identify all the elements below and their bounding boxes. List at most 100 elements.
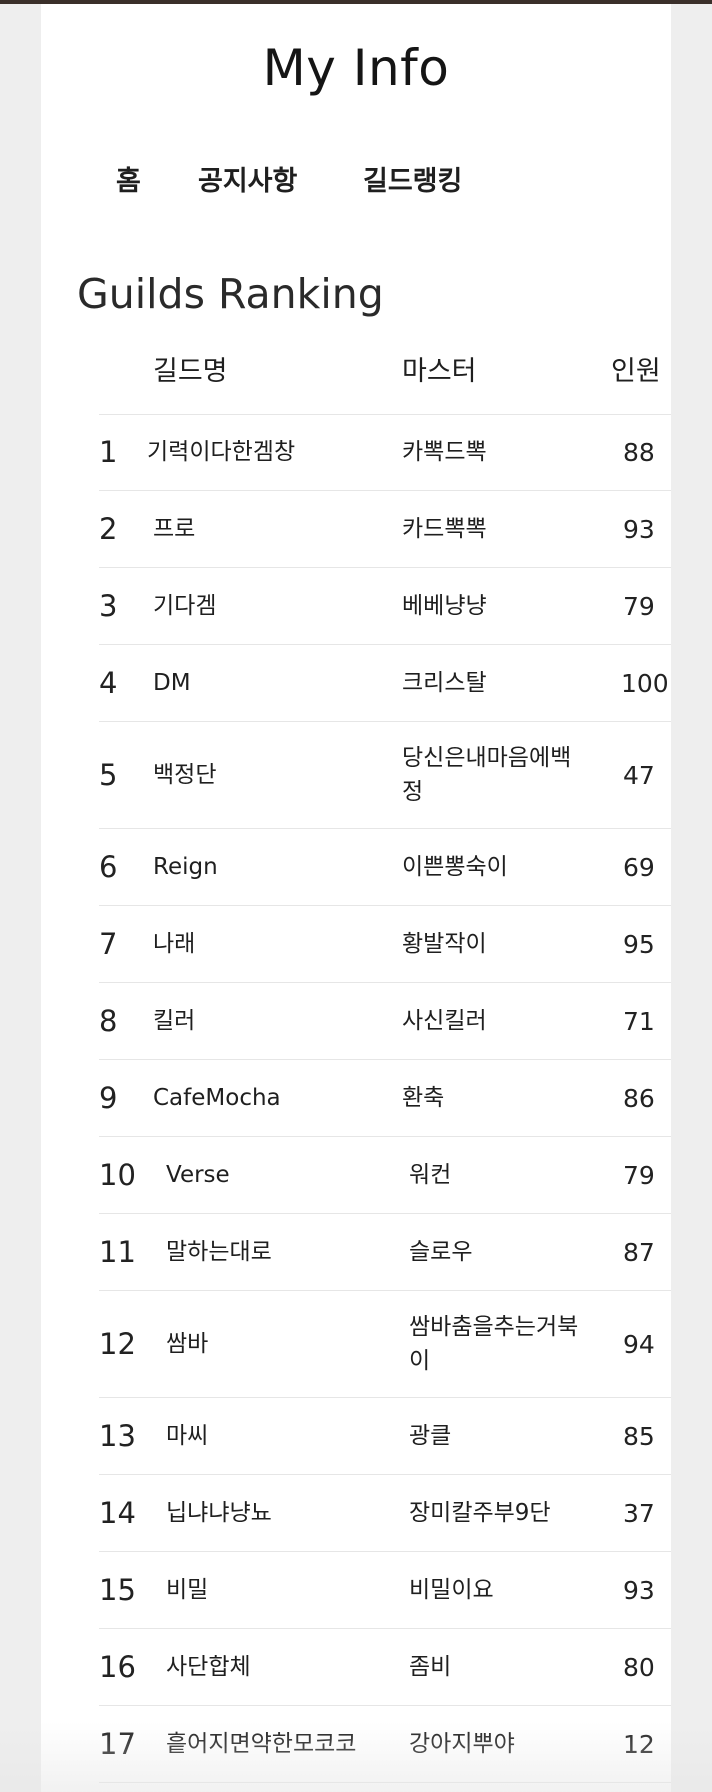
master-name: 좀비 xyxy=(409,1629,451,1705)
master-name-text: 당신은내마음에백정 xyxy=(402,745,572,805)
rank-number: 9 xyxy=(99,1081,118,1115)
header-divider xyxy=(99,414,671,415)
guild-name[interactable]: Reign xyxy=(153,854,218,880)
rank-number: 7 xyxy=(99,927,118,961)
member-count: 79 xyxy=(623,591,655,621)
member-count: 93 xyxy=(623,1575,655,1605)
member-count: 80 xyxy=(623,1652,655,1682)
guild-name[interactable]: 기력이다한겜창 xyxy=(147,439,296,465)
table-row[interactable]: 1 기력이다한겜창 카뽁드뽁 88 xyxy=(99,414,671,491)
table-row[interactable]: 12 쌈바 쌈바춤을추는거북이 94 xyxy=(99,1291,671,1398)
master-name-text: 사신킬러 xyxy=(402,1008,487,1034)
master-name: 사신킬러 xyxy=(402,983,487,1059)
guild-name[interactable]: 킬러 xyxy=(153,1008,196,1034)
master-name-text: 광클 xyxy=(409,1423,452,1449)
master-name: 베베냥냥 xyxy=(402,568,487,644)
table-row[interactable]: 3 기다겜 베베냥냥 79 xyxy=(99,568,671,645)
master-name: 카뽁드뽁 xyxy=(402,414,487,490)
master-name-text: 이쁜뽕숙이 xyxy=(402,854,508,880)
guild-name[interactable]: 흩어지면약한모코코 xyxy=(166,1731,357,1757)
master-name: 광클 xyxy=(409,1398,451,1474)
master-name-text: 황발작이 xyxy=(402,931,487,957)
site-title[interactable]: My Info xyxy=(262,39,450,97)
guild-name[interactable]: 나래 xyxy=(153,931,196,957)
master-name: 황발작이 xyxy=(402,906,487,982)
master-name-text: 워컨 xyxy=(409,1162,452,1188)
rank-number: 11 xyxy=(99,1235,136,1269)
guild-name[interactable]: Verse xyxy=(166,1162,230,1188)
column-header-guild: 길드명 xyxy=(153,356,228,387)
table-row[interactable]: 4 DM 크리스탈 100 xyxy=(99,645,671,722)
rank-number: 16 xyxy=(99,1650,136,1684)
master-name-text: 슬로우 xyxy=(409,1239,473,1265)
master-name: 워컨 xyxy=(409,1137,451,1213)
member-count: 12 xyxy=(623,1729,655,1759)
guild-name[interactable]: DM xyxy=(153,670,191,696)
member-count: 94 xyxy=(623,1329,655,1359)
master-name: 카드뽁뽁 xyxy=(402,491,487,567)
ranking-table-body: 1 기력이다한겜창 카뽁드뽁 88 2 프로 카드뽁뽁 93 3 기다겜 베베냥냥 79 4 DM 크리스탈… xyxy=(99,414,671,1783)
master-name: 장미칼주부9단 xyxy=(409,1475,551,1551)
guild-name[interactable]: 프로 xyxy=(153,516,196,542)
table-row[interactable]: 9 CafeMocha 환축 86 xyxy=(99,1060,671,1137)
table-row[interactable]: 10 Verse 워컨 79 xyxy=(99,1137,671,1214)
rank-number: 5 xyxy=(99,758,118,792)
master-name: 크리스탈 xyxy=(402,645,487,721)
member-count: 85 xyxy=(623,1421,655,1451)
table-row[interactable]: 8 킬러 사신킬러 71 xyxy=(99,983,671,1060)
nav-item-guild-ranking[interactable]: 길드랭킹 xyxy=(363,166,463,197)
table-row[interactable]: 17 흩어지면약한모코코 강아지뿌야 12 xyxy=(99,1706,671,1783)
guild-name[interactable]: 기다겜 xyxy=(153,593,217,619)
table-row[interactable]: 13 마씨 광클 85 xyxy=(99,1398,671,1475)
member-count: 95 xyxy=(623,929,655,959)
column-header-members: 인원 xyxy=(611,356,661,387)
rank-number: 2 xyxy=(99,512,118,546)
guild-name[interactable]: 비밀 xyxy=(166,1577,209,1603)
rank-number: 10 xyxy=(99,1158,136,1192)
guild-name[interactable]: 마씨 xyxy=(166,1423,209,1449)
master-name-text: 크리스탈 xyxy=(402,670,487,696)
member-count: 71 xyxy=(623,1006,655,1036)
rank-number: 6 xyxy=(99,850,118,884)
table-row[interactable]: 5 백정단 당신은내마음에백정 47 xyxy=(99,722,671,829)
member-count: 87 xyxy=(623,1237,655,1267)
master-name: 환축 xyxy=(402,1060,444,1136)
table-row[interactable]: 7 나래 황발작이 95 xyxy=(99,906,671,983)
page-card: My Info 홈 공지사항 길드랭킹 Guilds Ranking 길드명 마… xyxy=(41,4,671,1792)
master-name: 당신은내마음에백정 xyxy=(402,722,592,828)
master-name: 이쁜뽕숙이 xyxy=(402,829,508,905)
master-name-text: 카뽁드뽁 xyxy=(402,439,487,465)
main-nav: 홈 공지사항 길드랭킹 xyxy=(41,162,671,202)
rank-number: 8 xyxy=(99,1004,118,1038)
window-top-border xyxy=(0,0,712,4)
guild-name[interactable]: 쌈바 xyxy=(166,1331,209,1357)
rank-number: 17 xyxy=(99,1727,136,1761)
member-count: 47 xyxy=(623,760,655,790)
table-row[interactable]: 14 닙냐냐냥뇨 장미칼주부9단 37 xyxy=(99,1475,671,1552)
member-count: 93 xyxy=(623,514,655,544)
member-count: 100 xyxy=(621,668,669,698)
nav-item-home[interactable]: 홈 xyxy=(116,166,141,197)
nav-item-notices[interactable]: 공지사항 xyxy=(198,166,298,197)
table-row[interactable]: 15 비밀 비밀이요 93 xyxy=(99,1552,671,1629)
section-title: Guilds Ranking xyxy=(77,270,384,318)
member-count: 69 xyxy=(623,852,655,882)
master-name: 쌈바춤을추는거북이 xyxy=(409,1291,579,1397)
table-row[interactable]: 16 사단합체 좀비 80 xyxy=(99,1629,671,1706)
member-count: 79 xyxy=(623,1160,655,1190)
rank-number: 4 xyxy=(99,666,118,700)
member-count: 37 xyxy=(623,1498,655,1528)
table-row[interactable]: 6 Reign 이쁜뽕숙이 69 xyxy=(99,829,671,906)
guild-name[interactable]: 백정단 xyxy=(153,762,217,788)
table-row[interactable]: 11 말하는대로 슬로우 87 xyxy=(99,1214,671,1291)
rank-number: 12 xyxy=(99,1327,136,1361)
member-count: 88 xyxy=(623,437,655,467)
guild-name[interactable]: 사단합체 xyxy=(166,1654,251,1680)
guild-name[interactable]: CafeMocha xyxy=(153,1085,281,1111)
guild-name[interactable]: 닙냐냐냥뇨 xyxy=(166,1500,272,1526)
rank-number: 13 xyxy=(99,1419,136,1453)
table-row[interactable]: 2 프로 카드뽁뽁 93 xyxy=(99,491,671,568)
master-name-text: 장미칼주부9단 xyxy=(409,1500,551,1526)
guild-name[interactable]: 말하는대로 xyxy=(166,1239,272,1265)
column-header-master: 마스터 xyxy=(402,356,477,387)
